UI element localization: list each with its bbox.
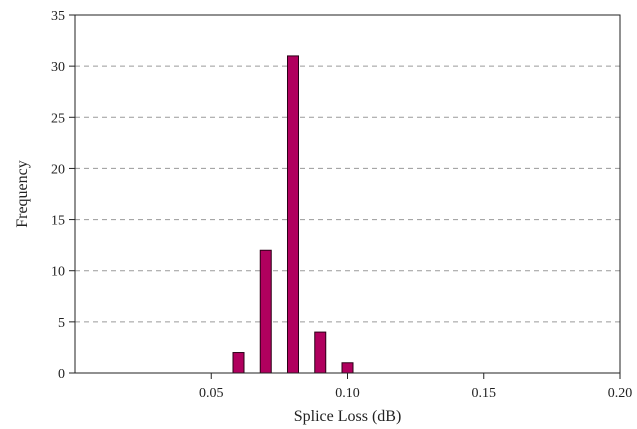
y-tick-label: 15 xyxy=(51,214,65,229)
bar xyxy=(341,362,354,374)
bar xyxy=(314,331,327,374)
x-tick-label: 0.20 xyxy=(608,386,633,401)
y-tick-label: 25 xyxy=(51,111,65,126)
y-tick-label: 35 xyxy=(51,9,65,24)
x-tick-label: 0.10 xyxy=(335,386,360,401)
y-tick-label: 0 xyxy=(58,367,65,382)
plot-frame xyxy=(74,14,621,374)
y-tick-label: 30 xyxy=(51,60,65,75)
x-tick-label: 0.15 xyxy=(472,386,497,401)
axes xyxy=(69,14,621,379)
bar xyxy=(232,352,245,374)
x-tick-label: 0.05 xyxy=(199,386,224,401)
bar xyxy=(259,249,272,374)
y-tick-label: 20 xyxy=(51,162,65,177)
tick-labels: 0 5 10 15 20 25 30 35 0.05 0.10 0.15 0.20 xyxy=(51,9,632,401)
y-tick-label: 10 xyxy=(51,265,65,280)
x-axis-title: Splice Loss (dB) xyxy=(294,408,402,425)
y-tick-label: 5 xyxy=(58,316,65,331)
y-axis-title: Frequency xyxy=(14,160,31,228)
bars xyxy=(232,55,354,374)
bar xyxy=(287,55,299,374)
gridlines xyxy=(75,65,620,323)
